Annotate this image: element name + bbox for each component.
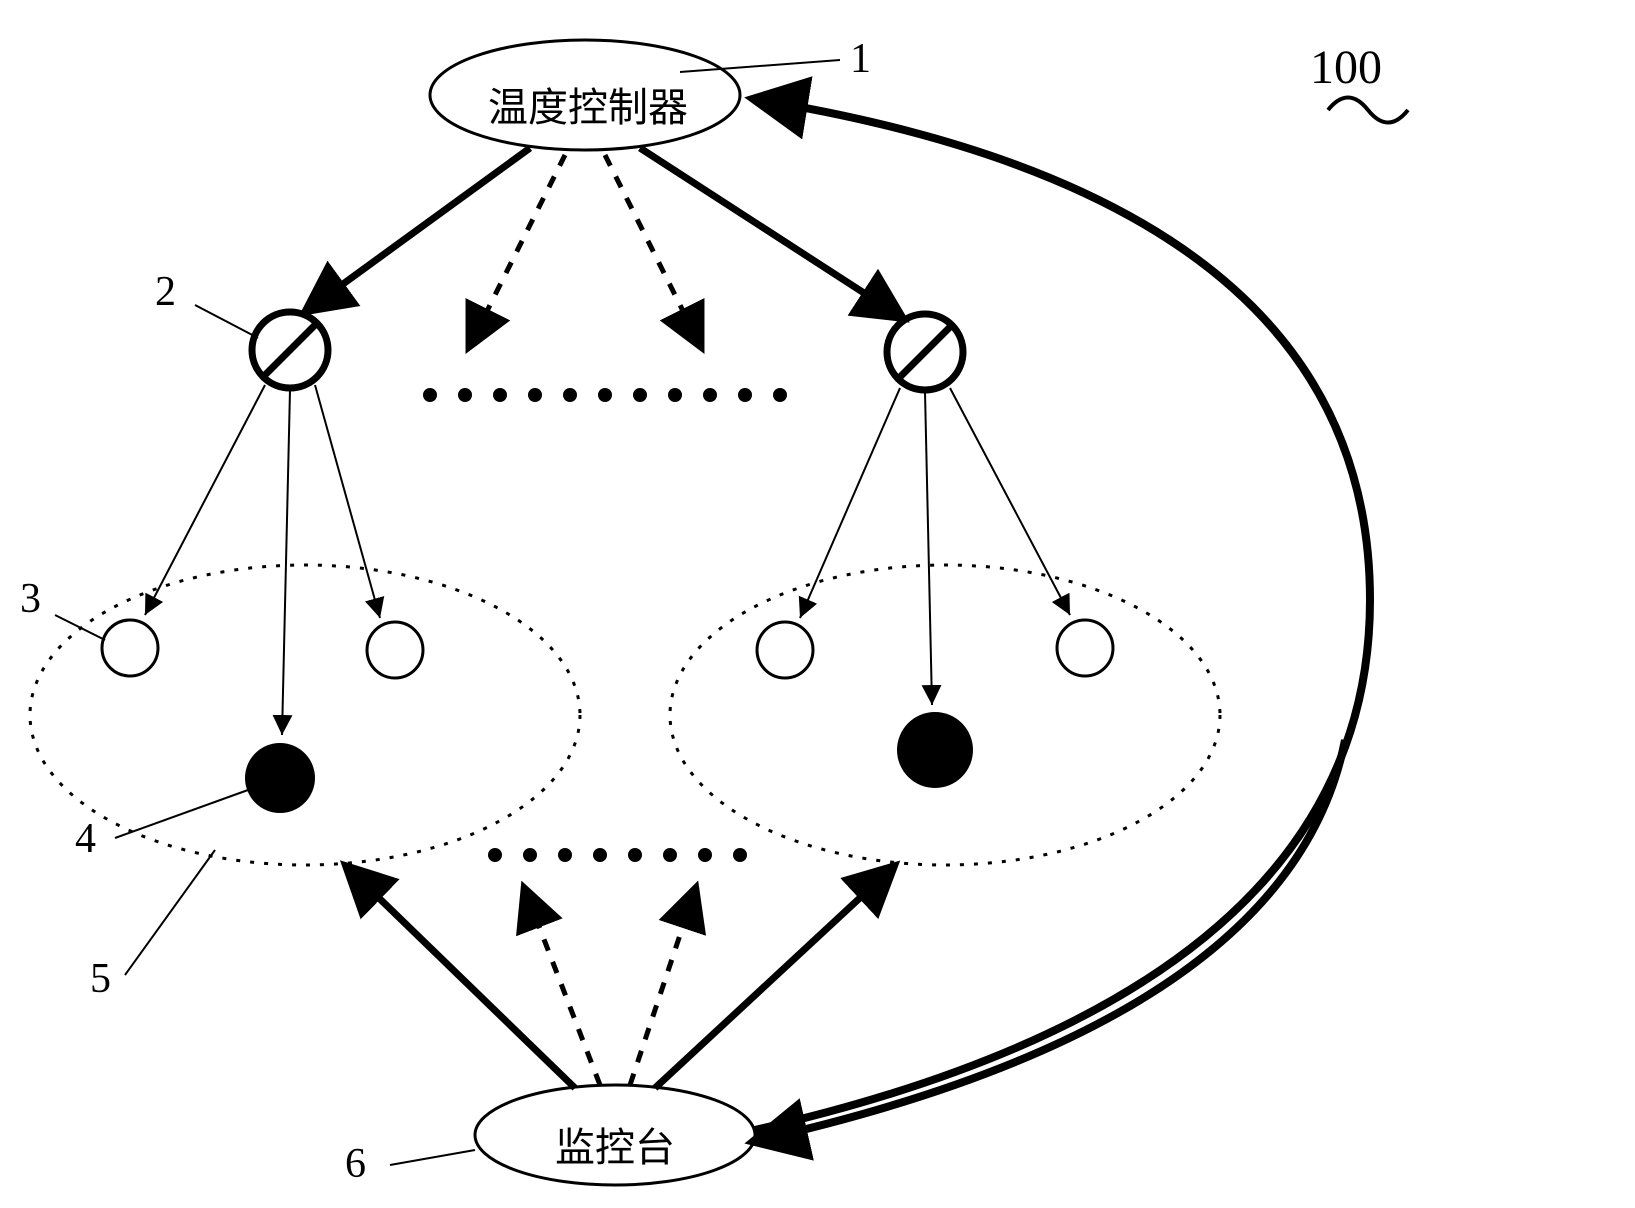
ref-label-1: 1 — [850, 35, 871, 83]
circle-l2 — [367, 622, 423, 678]
thin-arrow-r1 — [800, 388, 900, 618]
top-node-label: 温度控制器 — [488, 75, 688, 133]
ref-label-6: 6 — [345, 1140, 366, 1188]
arrow-bottom-to-right-zone — [655, 870, 890, 1088]
thin-arrow-l2 — [282, 390, 290, 735]
ref-line-6 — [390, 1150, 475, 1165]
arrow-top-to-left-blocker — [310, 148, 530, 308]
circle-r1 — [757, 622, 813, 678]
ref-line-1 — [680, 60, 840, 72]
dots-bottom-row — [488, 848, 747, 862]
blocker-right — [887, 314, 963, 390]
circle-l-solid — [245, 743, 315, 813]
system-diagram — [0, 0, 1635, 1208]
thin-arrow-r2 — [925, 392, 932, 705]
thin-arrow-r3 — [950, 388, 1070, 615]
arrow-bottom-to-left-zone — [350, 870, 575, 1088]
ref-label-3: 3 — [20, 575, 41, 623]
circle-r2 — [1057, 620, 1113, 676]
circle-r-solid — [897, 712, 973, 788]
feedback-arrow-top-to-bottom — [760, 740, 1345, 1140]
ref-label-4: 4 — [75, 815, 96, 863]
figure-number-mark — [1328, 98, 1408, 123]
ref-line-4 — [115, 790, 248, 838]
thin-arrow-l1 — [145, 385, 265, 615]
dashed-bottom-left — [525, 890, 600, 1085]
ref-line-2 — [195, 305, 258, 338]
thin-arrow-l3 — [315, 385, 380, 618]
zone-left — [30, 565, 580, 865]
feedback-arrow-bottom-to-top — [755, 100, 1370, 1130]
ref-line-5 — [125, 850, 215, 975]
ref-label-2: 2 — [155, 268, 176, 316]
ref-line-3 — [55, 615, 105, 640]
blocker-left — [252, 312, 328, 388]
ref-label-5: 5 — [90, 955, 111, 1003]
circle-l1 — [102, 620, 158, 676]
figure-number: 100 — [1310, 40, 1382, 95]
arrow-top-to-right-blocker — [640, 148, 898, 315]
dots-top-row — [423, 388, 787, 402]
dashed-top-right — [605, 155, 700, 345]
bottom-node-label: 监控台 — [545, 1115, 685, 1173]
